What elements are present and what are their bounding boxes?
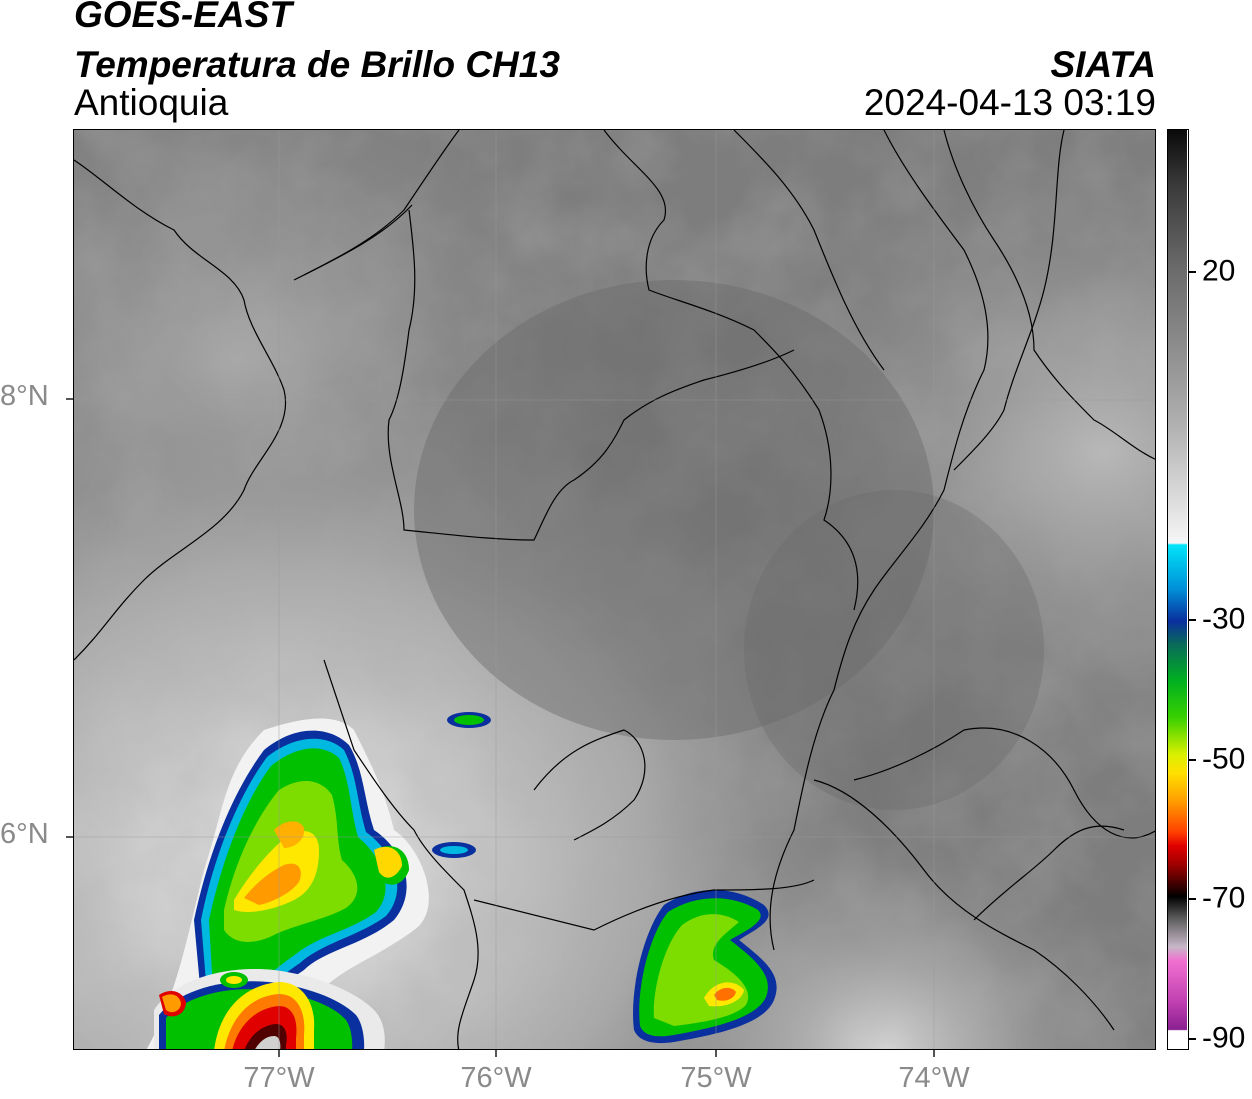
- satellite-title: GOES-EAST: [74, 0, 292, 35]
- lon-tick-74w: [933, 1050, 935, 1057]
- storm-southwest: [154, 969, 385, 1049]
- lon-label-74w: 74°W: [898, 1062, 970, 1094]
- lat-tick-6n: [66, 836, 73, 838]
- organization-label: SIATA: [1050, 44, 1156, 85]
- storm-east: [633, 890, 777, 1044]
- admin-borders: [74, 130, 1155, 1049]
- lat-label-8n: 8°N: [0, 380, 49, 412]
- lon-tick-75w: [715, 1050, 717, 1057]
- colorbar-label-minus70: -70: [1202, 881, 1246, 915]
- lon-tick-77w: [278, 1050, 280, 1057]
- colorbar-tick-minus90: [1189, 1038, 1196, 1040]
- graticule: [74, 130, 1155, 1049]
- colorbar-tick-minus50: [1189, 759, 1196, 761]
- lon-tick-76w: [495, 1050, 497, 1057]
- satellite-map: [73, 129, 1156, 1050]
- brightness-temperature-field: [74, 130, 1155, 1049]
- product-title: Temperatura de Brillo CH13: [74, 44, 560, 85]
- small-cells: [220, 712, 491, 988]
- colorbar-label-minus50: -50: [1202, 742, 1246, 776]
- colorbar-tick-minus70: [1189, 898, 1196, 900]
- colorbar-label-minus90: -90: [1202, 1021, 1246, 1055]
- colorbar-label-minus30: -30: [1202, 602, 1246, 636]
- lon-label-76w: 76°W: [460, 1062, 532, 1094]
- storm-west: [146, 718, 429, 1049]
- colorbar: [1167, 129, 1189, 1050]
- colorbar-label-20: 20: [1202, 254, 1236, 288]
- region-label: Antioquia: [74, 82, 229, 123]
- lon-label-75w: 75°W: [680, 1062, 752, 1094]
- colorbar-tick-20: [1189, 271, 1196, 273]
- lon-label-77w: 77°W: [243, 1062, 315, 1094]
- lat-tick-8n: [66, 398, 73, 400]
- datetime-label: 2024-04-13 03:19: [863, 82, 1156, 123]
- colorbar-tick-minus30: [1189, 619, 1196, 621]
- lat-label-6n: 6°N: [0, 818, 49, 850]
